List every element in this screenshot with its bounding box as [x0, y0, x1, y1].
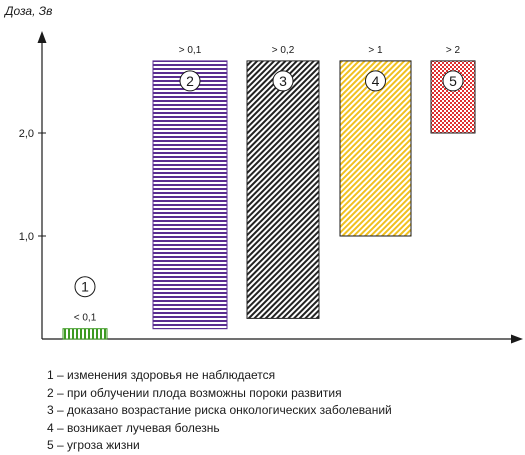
bar-label-4: > 1 — [368, 45, 383, 56]
bar-number-badge-3 — [272, 70, 294, 92]
bar-number-badge-1 — [74, 276, 96, 298]
legend-item-1: 1 – изменения здоровья не наблюдается — [47, 368, 276, 382]
bar-number-5: 5 — [449, 73, 457, 89]
legend-item-5: 5 – угроза жизни — [47, 438, 140, 452]
bar-label-3: > 0,2 — [272, 45, 295, 56]
bar-3 — [246, 60, 320, 319]
legend-item-4: 4 – возникает лучевая болезнь — [47, 420, 220, 435]
bar-number-4: 4 — [372, 73, 380, 89]
bar-group-2: > 0,1 2 — [152, 45, 228, 330]
y-tick-label-2: 2,0 — [19, 128, 34, 140]
bar-number-badge-4 — [365, 70, 386, 92]
x-axis-arrow — [511, 334, 523, 344]
bar-number-3: 3 — [279, 73, 287, 89]
legend-item-3: 3 – доказано возрастание риска онкологич… — [47, 403, 392, 417]
bar-2 — [152, 60, 228, 330]
bar-number-2: 2 — [186, 73, 194, 89]
y-axis-label: Доза, Зв — [3, 4, 52, 18]
bar-number-1: 1 — [81, 279, 89, 295]
legend: 1 – изменения здоровья не наблюдается 2 … — [47, 367, 392, 455]
bar-group-4: > 1 4 — [339, 45, 412, 237]
y-tick-label-1: 1,0 — [19, 231, 34, 243]
legend-item-2: 2 – при облучении плода возможны пороки … — [47, 385, 342, 400]
bar-group-5: > 2 5 — [430, 45, 476, 134]
bar-number-badge-5 — [442, 70, 464, 92]
bar-label-5: > 2 — [446, 45, 461, 56]
bar-group-1: < 0,1 1 — [62, 276, 108, 340]
bar-group-3: > 0,2 3 — [246, 45, 320, 319]
bar-1 — [62, 328, 108, 340]
dose-chart: Доза, Зв 1,0 2,0 < 0,1 1 > 0,1 2 > 0,2 3… — [3, 4, 523, 344]
bar-number-badge-2 — [179, 70, 201, 92]
y-axis-arrow — [37, 31, 47, 43]
bar-label-1: < 0,1 — [74, 313, 97, 324]
bar-label-2: > 0,1 — [179, 45, 202, 56]
